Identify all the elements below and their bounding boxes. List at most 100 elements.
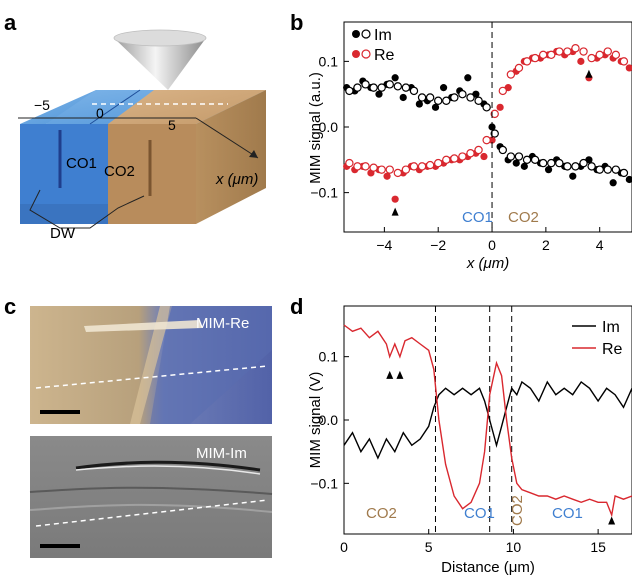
x-axis-a: [195, 117, 259, 159]
co1-front-face: [20, 124, 108, 204]
plot-b-point-im-filled: [569, 172, 577, 180]
plot-b-point-re-open: [385, 165, 394, 174]
plot-b-point-re-open: [603, 47, 612, 56]
plot-b-point-re-filled: [577, 57, 585, 65]
plot-b-point-im-open: [571, 162, 580, 171]
domain-label-co2: CO2: [104, 163, 135, 180]
plot-d-xtick-label: 0: [340, 539, 348, 555]
plot-b-legend: Im Re: [352, 27, 395, 64]
plot-b-ytick-label: 0.1: [319, 53, 339, 69]
scale-bar-re: [40, 410, 80, 414]
plot-b-point-im-open: [434, 96, 443, 105]
plot-b-point-re-filled: [496, 103, 504, 111]
marker-triangle-icon: [585, 69, 593, 78]
plot-b-xtick-label: 2: [542, 237, 550, 253]
plot-b-point-re-open: [353, 162, 362, 171]
plot-b-point-re-open: [522, 57, 532, 66]
plot-b-point-re-open: [417, 162, 427, 171]
legend-re-open-icon: [361, 49, 371, 59]
plot-b-point-im-open: [353, 83, 362, 92]
panel-c-label: c: [4, 294, 16, 319]
plot-b-point-im-open: [498, 145, 508, 155]
plot-b-point-re-open: [563, 47, 572, 56]
plot-d-annotation-co1-mid: CO1: [464, 505, 495, 522]
plot-b-point-re-open: [547, 50, 556, 60]
plot-b-point-im-open: [555, 158, 564, 168]
plot-d-ytick-label: −0.1: [310, 475, 338, 491]
plot-b-point-re-open: [571, 44, 580, 53]
plot-b-point-re-open: [425, 160, 435, 170]
plot-b-point-im-open: [361, 80, 370, 89]
plot-b-point-re-open: [361, 162, 370, 171]
legend-im-open-icon: [361, 29, 371, 39]
mim-re-label: MIM-Re: [196, 315, 249, 332]
plot-b-xtick-label: 4: [596, 237, 604, 253]
plot-b-point-re-open: [506, 70, 516, 79]
plot-b-point-re-open: [619, 57, 629, 66]
mim-im-image: [30, 436, 272, 558]
scan-line-im: [35, 499, 269, 527]
plot-b-point-im-open: [369, 83, 378, 92]
plot-d-legend: Im Re: [572, 319, 623, 358]
marker-triangle-icon: [386, 370, 394, 379]
plot-d-ytick-label: 0.1: [319, 349, 339, 365]
plot-b-point-im-filled: [520, 162, 528, 170]
legend-b-re: Re: [374, 47, 395, 64]
plot-b-point-im-open: [377, 83, 386, 92]
plot-d-annotation-co2-left: CO2: [366, 505, 397, 522]
plot-b-point-im-filled: [544, 166, 553, 174]
dw-bracket: [29, 189, 145, 229]
legend-b-im: Im: [374, 27, 392, 44]
plot-b-point-re-open: [538, 50, 548, 60]
panel-d: d 0 5 10 15 −0.1 0.0 0.1 MIM signal (V) Distan…: [290, 294, 632, 576]
panel-b: b −4 −2 0 2 4 −0.1 0.0 0.1 MIM signal (a.u.) x …: [290, 10, 632, 272]
plot-d-annotation-co1-right: CO1: [552, 505, 583, 522]
plot-b-point-im-open: [345, 86, 354, 96]
plot-d-line-im: [343, 380, 632, 460]
plot-b-point-im-open: [506, 152, 516, 161]
plot-b-point-re-filled: [383, 172, 391, 180]
plot-b-point-im-open: [393, 82, 403, 91]
plot-b-point-re-open: [377, 165, 386, 174]
plot-b-ylabel: MIM signal (a.u.): [307, 72, 324, 184]
plot-b-point-im-open: [385, 80, 394, 89]
plot-b-point-im-open: [587, 162, 596, 171]
plot-d-xlabel: Distance (μm): [441, 559, 535, 576]
plot-b-point-im-open: [603, 165, 612, 174]
plot-b-point-im-open: [595, 165, 604, 174]
dw-label: DW: [50, 225, 76, 242]
mim-tip-cone: [114, 38, 206, 90]
plot-b-annotation-co1: CO1: [462, 209, 493, 226]
plot-b-point-im-open: [547, 158, 556, 168]
plot-b-point-im-open: [490, 129, 499, 138]
plot-b-point-im-open: [482, 103, 491, 112]
scan-line-re: [35, 365, 269, 389]
plot-d-ytick-label: 0.0: [319, 412, 339, 428]
legend-im-filled-icon: [352, 30, 360, 38]
plot-d-xtick-label: 5: [425, 539, 433, 555]
plot-b-ytick-label: 0.0: [319, 119, 339, 135]
plot-b-point-im-open: [401, 83, 411, 92]
plot-b-point-re-open: [595, 50, 604, 60]
plot-b-point-re-open: [530, 53, 540, 63]
plot-b-point-im-open: [530, 155, 540, 165]
plot-b-point-re-open: [611, 50, 621, 60]
plot-b-point-re-open: [514, 63, 524, 73]
plot-d-ylabel: MIM signal (V): [307, 372, 324, 469]
plot-b-point-re-filled: [391, 195, 399, 203]
plot-d-line-re: [343, 324, 632, 518]
plot-d-xtick-label: 15: [590, 539, 606, 555]
plot-b-point-re-open: [442, 155, 451, 165]
marker-triangle-icon: [396, 370, 404, 379]
plot-b-xtick-label: −2: [430, 237, 446, 253]
plot-b-xtick-label: 0: [488, 237, 496, 253]
plot-b-ticks: −4 −2 0 2 4 −0.1 0.0 0.1: [310, 53, 603, 253]
plot-b-point-im-open: [514, 152, 524, 161]
plot-b-point-im-filled: [431, 103, 440, 111]
plot-b-point-re-open: [458, 152, 467, 161]
panel-a-label: a: [4, 10, 17, 35]
plot-b-point-im-open: [522, 155, 532, 165]
marker-triangle-icon: [608, 516, 616, 525]
plot-b-point-re-open: [401, 165, 411, 174]
plot-b-point-im-filled: [399, 93, 407, 102]
